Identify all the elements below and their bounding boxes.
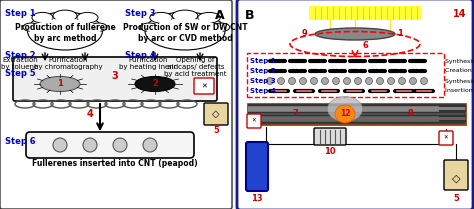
- Text: Production of SW or DW CNT
by arc or CVD method: Production of SW or DW CNT by arc or CVD…: [123, 23, 247, 43]
- Text: 1: 1: [397, 29, 403, 38]
- Circle shape: [289, 78, 295, 84]
- Circle shape: [321, 78, 328, 84]
- Ellipse shape: [145, 12, 225, 50]
- Text: ◇: ◇: [452, 174, 460, 184]
- Text: Step 3: Step 3: [250, 78, 276, 84]
- Text: 1: 1: [57, 79, 63, 88]
- Circle shape: [310, 78, 318, 84]
- Ellipse shape: [77, 12, 98, 23]
- Ellipse shape: [53, 10, 77, 22]
- FancyBboxPatch shape: [439, 131, 453, 145]
- Text: Insertion of C₆₀ in CNT: Insertion of C₆₀ in CNT: [445, 88, 474, 93]
- Text: Extraction
by toluene: Extraction by toluene: [1, 57, 38, 70]
- Text: Step 4: Step 4: [250, 88, 276, 94]
- Text: Step 3: Step 3: [125, 9, 155, 18]
- Ellipse shape: [150, 12, 172, 23]
- Text: Purification
by chromatography: Purification by chromatography: [34, 57, 102, 70]
- FancyBboxPatch shape: [194, 78, 214, 94]
- Text: 3: 3: [111, 71, 118, 81]
- Ellipse shape: [172, 10, 198, 22]
- Ellipse shape: [315, 28, 395, 40]
- Ellipse shape: [198, 12, 220, 23]
- Circle shape: [355, 78, 362, 84]
- Text: B: B: [245, 9, 255, 22]
- Text: 14: 14: [453, 9, 466, 19]
- FancyBboxPatch shape: [0, 0, 232, 209]
- Circle shape: [266, 78, 273, 84]
- Text: 5: 5: [213, 126, 219, 135]
- Text: ◇: ◇: [212, 109, 220, 119]
- Text: ✕: ✕: [252, 119, 256, 124]
- Text: Step 5: Step 5: [5, 69, 36, 78]
- FancyBboxPatch shape: [444, 160, 468, 190]
- Text: 8: 8: [407, 110, 413, 119]
- Ellipse shape: [23, 23, 39, 31]
- Ellipse shape: [140, 23, 158, 31]
- Circle shape: [300, 78, 307, 84]
- Text: Synthesis of fullerene: Synthesis of fullerene: [445, 79, 474, 84]
- Text: Step 1: Step 1: [250, 58, 276, 64]
- FancyBboxPatch shape: [237, 0, 473, 209]
- FancyBboxPatch shape: [204, 103, 228, 125]
- FancyBboxPatch shape: [26, 132, 194, 158]
- Text: 6: 6: [362, 42, 368, 51]
- Ellipse shape: [40, 76, 80, 92]
- Circle shape: [113, 138, 127, 152]
- Text: 5: 5: [453, 194, 459, 203]
- Circle shape: [277, 78, 284, 84]
- Text: Opening of
endcaps/ defects
by acid treatment: Opening of endcaps/ defects by acid trea…: [164, 57, 226, 77]
- Circle shape: [420, 78, 428, 84]
- Text: 7: 7: [292, 110, 298, 119]
- Ellipse shape: [335, 105, 355, 123]
- FancyBboxPatch shape: [247, 114, 261, 128]
- Text: Step 4: Step 4: [125, 51, 155, 60]
- Ellipse shape: [27, 12, 102, 50]
- Circle shape: [399, 78, 405, 84]
- Text: A: A: [215, 9, 225, 22]
- Circle shape: [143, 138, 157, 152]
- Circle shape: [388, 78, 394, 84]
- Text: Synthesis of DWCNT: Synthesis of DWCNT: [445, 59, 474, 64]
- Text: ✕: ✕: [444, 135, 448, 140]
- Text: Production of fullerene
by arc method: Production of fullerene by arc method: [15, 23, 115, 43]
- Text: 9: 9: [302, 29, 308, 38]
- Text: Purification
by heating in air: Purification by heating in air: [119, 57, 177, 70]
- Circle shape: [53, 138, 67, 152]
- Text: 2: 2: [152, 79, 158, 88]
- Text: Creation of defects: Creation of defects: [445, 69, 474, 74]
- FancyBboxPatch shape: [314, 128, 346, 145]
- Ellipse shape: [135, 76, 175, 92]
- Ellipse shape: [91, 23, 107, 31]
- Ellipse shape: [328, 97, 363, 121]
- Text: 13: 13: [251, 194, 263, 203]
- Circle shape: [376, 78, 383, 84]
- Text: Step 2: Step 2: [5, 51, 36, 60]
- Ellipse shape: [212, 23, 230, 31]
- Text: Step 6: Step 6: [5, 137, 36, 146]
- FancyBboxPatch shape: [246, 142, 268, 191]
- Ellipse shape: [32, 12, 53, 23]
- Ellipse shape: [147, 19, 223, 47]
- Circle shape: [365, 78, 373, 84]
- FancyBboxPatch shape: [309, 6, 421, 20]
- Text: Step 2: Step 2: [250, 68, 275, 74]
- Ellipse shape: [29, 19, 100, 47]
- Circle shape: [410, 78, 417, 84]
- Text: Step 1: Step 1: [5, 9, 36, 18]
- Text: 4: 4: [87, 109, 93, 119]
- Circle shape: [332, 78, 339, 84]
- Text: 12: 12: [340, 110, 350, 119]
- Text: Fullerenes inserted into CNT (peapod): Fullerenes inserted into CNT (peapod): [32, 159, 198, 168]
- Circle shape: [344, 78, 350, 84]
- Text: 10: 10: [324, 147, 336, 156]
- Circle shape: [83, 138, 97, 152]
- FancyBboxPatch shape: [13, 57, 217, 101]
- Text: ✕: ✕: [201, 83, 207, 89]
